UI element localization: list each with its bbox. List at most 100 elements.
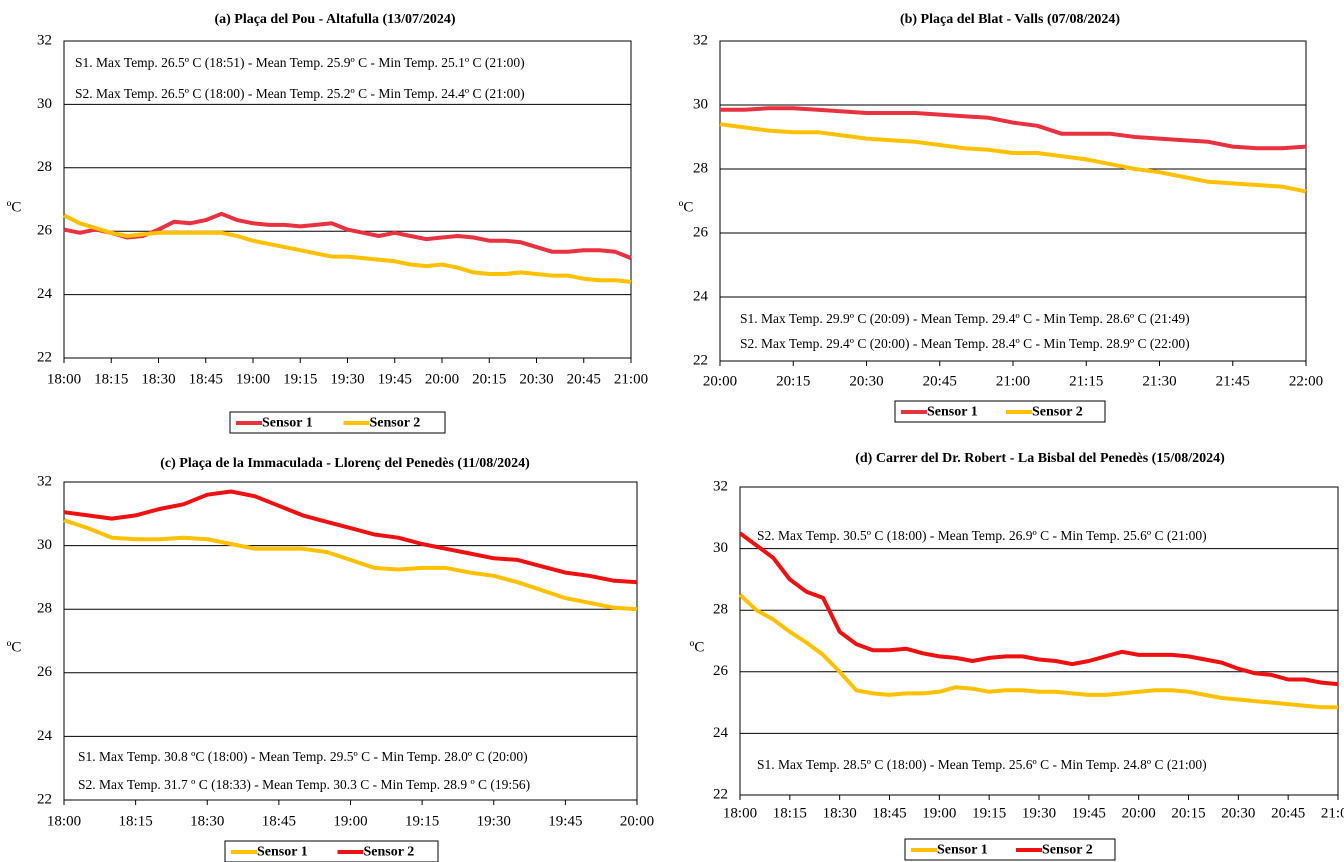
- y-tick-label: 28: [37, 159, 52, 175]
- annotation: S1. Max Temp. 30.8 ºC (18:00) - Mean Tem…: [78, 749, 528, 764]
- x-tick-label: 20:15: [776, 373, 810, 389]
- annotation: S2. Max Temp. 26.5º C (18:00) - Mean Tem…: [75, 86, 525, 101]
- y-tick-label: 24: [713, 725, 729, 741]
- y-axis-label: ºC: [679, 199, 694, 215]
- annotation: S2. Max Temp. 29.4º C (20:00) - Mean Tem…: [740, 336, 1190, 351]
- y-tick-label: 32: [693, 32, 708, 48]
- y-tick-label: 22: [37, 791, 52, 807]
- x-tick-label: 18:30: [141, 371, 175, 387]
- x-tick-label: 21:00: [1321, 805, 1344, 821]
- x-tick-label: 21:00: [614, 371, 648, 387]
- annotation: S2. Max Temp. 30.5º C (18:00) - Mean Tem…: [757, 528, 1207, 543]
- chart-title: (d) Carrer del Dr. Robert - La Bisbal de…: [855, 451, 1225, 466]
- x-tick-label: 20:00: [703, 373, 737, 389]
- legend-box: [894, 400, 1106, 423]
- legend-label: Sensor 1: [257, 845, 308, 860]
- x-tick-label: 19:45: [548, 813, 582, 829]
- x-tick-label: 19:45: [1072, 805, 1106, 821]
- y-tick-label: 26: [713, 663, 729, 679]
- y-tick-label: 22: [693, 352, 708, 368]
- series-line: [63, 213, 632, 284]
- x-tick-label: 20:45: [1271, 805, 1305, 821]
- legend-box: [229, 411, 446, 434]
- x-tick-label: 18:00: [47, 371, 81, 387]
- x-tick-label: 19:45: [378, 371, 412, 387]
- series-line: [719, 122, 1307, 194]
- x-tick-label: 19:00: [236, 371, 270, 387]
- y-tick-label: 26: [37, 223, 53, 239]
- y-tick-label: 32: [37, 473, 52, 489]
- legend-box: [904, 838, 1116, 861]
- x-tick-label: 19:15: [972, 805, 1006, 821]
- annotation: S1. Max Temp. 28.5º C (18:00) - Mean Tem…: [757, 757, 1207, 772]
- x-tick-label: 18:15: [94, 371, 128, 387]
- y-tick-label: 22: [713, 786, 728, 802]
- x-tick-label: 19:30: [1022, 805, 1056, 821]
- chart-title: (b) Plaça del Blat - Valls (07/08/2024): [900, 12, 1120, 27]
- y-tick-label: 26: [37, 664, 53, 680]
- x-tick-label: 21:30: [1142, 373, 1176, 389]
- y-tick-label: 30: [693, 96, 708, 112]
- series-line: [738, 531, 1339, 687]
- legend-label: Sensor 2: [370, 416, 421, 431]
- x-tick-label: 19:15: [405, 813, 439, 829]
- y-tick-label: 24: [37, 728, 53, 744]
- y-tick-label: 28: [713, 602, 728, 618]
- x-tick-label: 19:00: [333, 813, 367, 829]
- annotation: S1. Max Temp. 26.5º C (18:51) - Mean Tem…: [75, 55, 525, 70]
- annotation: S1. Max Temp. 29.9º C (20:09) - Mean Tem…: [740, 311, 1190, 326]
- x-tick-label: 20:15: [472, 371, 506, 387]
- x-tick-label: 20:30: [1221, 805, 1255, 821]
- y-tick-label: 32: [713, 478, 728, 494]
- x-tick-label: 18:15: [119, 813, 153, 829]
- y-tick-label: 24: [37, 286, 53, 302]
- legend-label: Sensor 2: [1042, 843, 1093, 858]
- x-tick-label: 21:15: [1069, 373, 1103, 389]
- series-line: [720, 106, 1307, 151]
- legend-label: Sensor 2: [364, 845, 415, 860]
- series-line: [63, 211, 632, 260]
- y-tick-label: 32: [37, 32, 52, 48]
- legend-label: Sensor 2: [1032, 405, 1083, 420]
- y-tick-label: 28: [37, 601, 52, 617]
- y-tick-label: 22: [37, 349, 52, 365]
- y-axis-label: ºC: [7, 639, 22, 655]
- legend-label: Sensor 1: [927, 405, 978, 420]
- series-line: [738, 593, 1338, 710]
- x-tick-label: 18:45: [872, 805, 906, 821]
- x-tick-label: 19:15: [283, 371, 317, 387]
- x-tick-label: 21:00: [996, 373, 1030, 389]
- y-tick-label: 24: [693, 288, 709, 304]
- x-tick-label: 20:15: [1171, 805, 1205, 821]
- y-axis-label: ºC: [690, 639, 705, 655]
- series-line: [63, 518, 638, 612]
- y-tick-label: 30: [713, 540, 728, 556]
- x-tick-label: 18:00: [723, 805, 757, 821]
- x-tick-label: 21:45: [1216, 373, 1250, 389]
- x-tick-label: 20:00: [620, 813, 654, 829]
- y-tick-label: 30: [37, 96, 52, 112]
- legend-label: Sensor 1: [262, 416, 313, 431]
- y-tick-label: 28: [693, 160, 708, 176]
- chart-title: (a) Plaça del Pou - Altafulla (13/07/202…: [214, 12, 455, 27]
- x-tick-label: 18:30: [823, 805, 857, 821]
- x-tick-label: 20:45: [567, 371, 601, 387]
- x-tick-label: 20:00: [425, 371, 459, 387]
- x-tick-label: 22:00: [1289, 373, 1323, 389]
- x-tick-label: 20:30: [849, 373, 883, 389]
- x-tick-label: 19:30: [330, 371, 364, 387]
- x-tick-label: 20:30: [519, 371, 553, 387]
- x-tick-label: 18:45: [262, 813, 296, 829]
- x-tick-label: 20:45: [923, 373, 957, 389]
- y-axis-label: ºC: [7, 199, 22, 215]
- legend-box: [224, 840, 439, 862]
- x-tick-label: 19:30: [477, 813, 511, 829]
- x-tick-label: 18:45: [189, 371, 223, 387]
- x-tick-label: 18:00: [47, 813, 81, 829]
- legend-label: Sensor 1: [937, 843, 988, 858]
- x-tick-label: 19:00: [922, 805, 956, 821]
- x-tick-label: 18:15: [773, 805, 807, 821]
- chart-title: (c) Plaça de la Immaculada - Llorenç del…: [160, 456, 530, 471]
- x-tick-label: 18:30: [190, 813, 224, 829]
